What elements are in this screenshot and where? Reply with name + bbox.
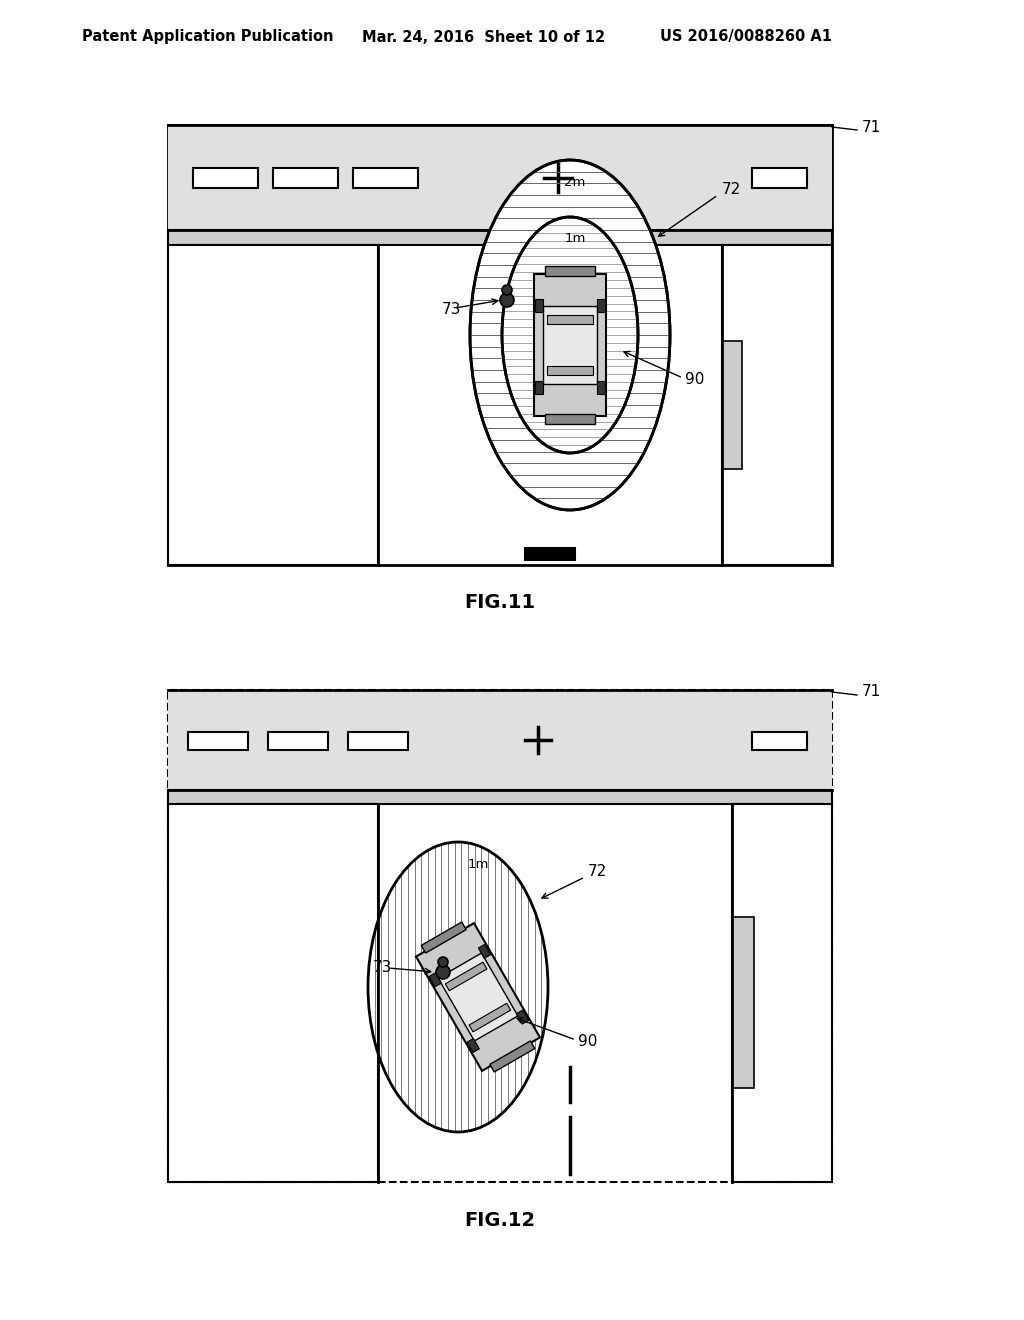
Text: 90: 90 bbox=[578, 1035, 597, 1049]
Bar bbox=[516, 1010, 528, 1024]
Bar bbox=[168, 125, 831, 565]
Text: Patent Application Publication: Patent Application Publication bbox=[82, 29, 334, 45]
Bar bbox=[545, 414, 595, 424]
Bar bbox=[597, 300, 604, 313]
Bar bbox=[547, 367, 594, 375]
Text: 71: 71 bbox=[862, 685, 882, 700]
Bar bbox=[547, 315, 594, 323]
Bar bbox=[188, 733, 248, 750]
Bar bbox=[536, 300, 544, 313]
Text: FIG.12: FIG.12 bbox=[465, 1210, 536, 1229]
Bar bbox=[732, 804, 831, 1181]
Bar bbox=[429, 973, 441, 987]
Bar bbox=[489, 1041, 535, 1072]
Circle shape bbox=[438, 957, 449, 968]
Text: US 2016/0088260 A1: US 2016/0088260 A1 bbox=[660, 29, 831, 45]
Bar bbox=[732, 917, 754, 1088]
Bar bbox=[722, 341, 742, 469]
Text: 2m: 2m bbox=[564, 176, 586, 189]
Bar bbox=[534, 273, 606, 416]
Text: 72: 72 bbox=[722, 182, 741, 198]
Bar bbox=[545, 267, 595, 276]
Bar bbox=[597, 381, 604, 395]
Bar bbox=[445, 962, 487, 991]
Bar bbox=[168, 690, 831, 789]
Bar bbox=[168, 789, 831, 804]
Bar bbox=[525, 548, 575, 560]
Text: 1m: 1m bbox=[467, 858, 488, 870]
Bar bbox=[421, 923, 466, 953]
Text: 72: 72 bbox=[588, 865, 607, 879]
Text: 73: 73 bbox=[442, 302, 462, 318]
Text: Mar. 24, 2016  Sheet 10 of 12: Mar. 24, 2016 Sheet 10 of 12 bbox=[362, 29, 605, 45]
Text: 1m: 1m bbox=[564, 232, 586, 246]
Bar bbox=[193, 168, 258, 187]
Bar bbox=[168, 125, 831, 230]
Text: FIG.11: FIG.11 bbox=[465, 594, 536, 612]
Circle shape bbox=[502, 285, 512, 294]
Bar bbox=[353, 168, 418, 187]
Bar bbox=[469, 1003, 511, 1032]
Bar bbox=[438, 953, 518, 1041]
Bar bbox=[478, 944, 490, 958]
Bar bbox=[467, 1039, 479, 1052]
Ellipse shape bbox=[502, 216, 638, 453]
Bar bbox=[168, 690, 831, 1181]
Bar bbox=[168, 230, 831, 246]
Bar bbox=[268, 733, 328, 750]
Circle shape bbox=[436, 965, 450, 979]
Bar bbox=[168, 246, 378, 565]
Text: 71: 71 bbox=[862, 120, 882, 135]
Bar bbox=[536, 381, 544, 395]
Text: 90: 90 bbox=[685, 372, 705, 388]
Bar bbox=[752, 168, 807, 187]
Bar bbox=[722, 246, 831, 565]
Bar bbox=[348, 733, 408, 750]
Bar bbox=[168, 804, 378, 1181]
Bar bbox=[543, 306, 597, 384]
Bar bbox=[273, 168, 338, 187]
Circle shape bbox=[500, 293, 514, 308]
Text: 73: 73 bbox=[373, 960, 392, 974]
Bar bbox=[416, 923, 540, 1071]
Ellipse shape bbox=[470, 160, 670, 510]
Bar bbox=[752, 733, 807, 750]
